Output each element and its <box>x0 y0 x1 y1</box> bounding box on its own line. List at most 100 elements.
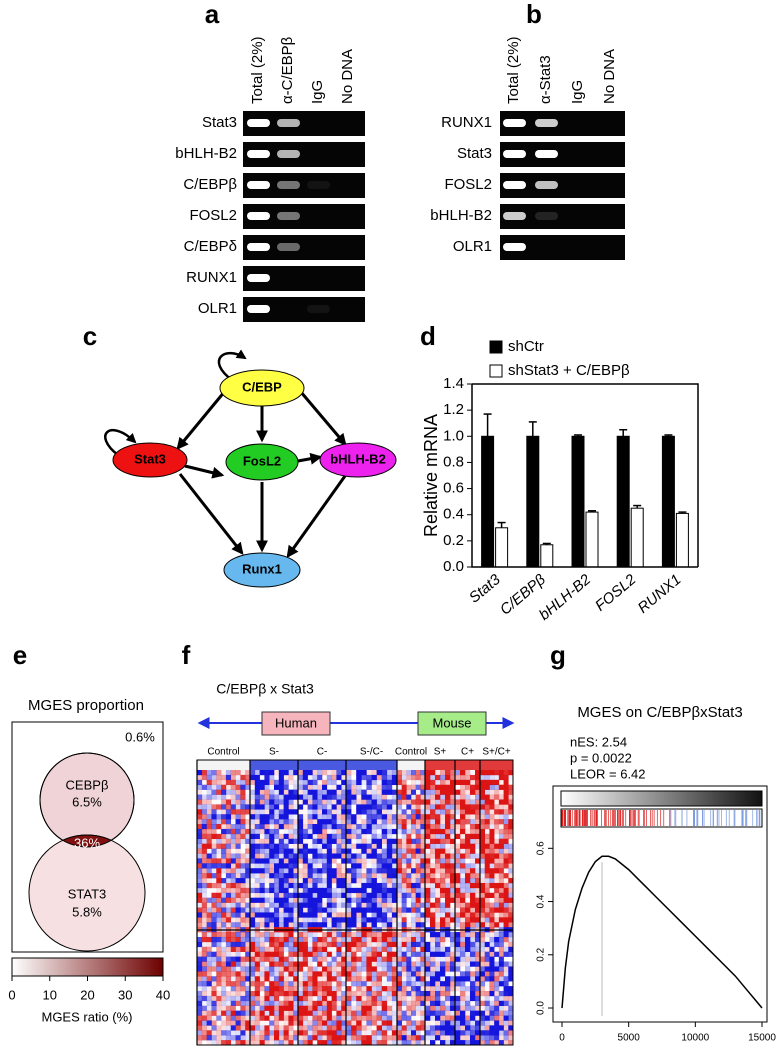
heatmap-cell <box>445 868 450 873</box>
heatmap-cell <box>279 1001 284 1006</box>
heatmap-cell <box>460 868 465 873</box>
heatmap-cell <box>336 947 341 952</box>
heatmap-cell <box>366 804 371 809</box>
heatmap-cell <box>435 908 440 913</box>
heatmap-cell <box>346 991 351 996</box>
heatmap-cell <box>425 868 430 873</box>
heatmap-cell <box>308 809 313 814</box>
heatmap-cell <box>470 942 475 947</box>
heatmap-cell <box>288 888 293 893</box>
heatmap-cell <box>231 814 236 819</box>
heatmap-cell <box>197 986 202 991</box>
heatmap-cell <box>236 922 241 927</box>
heatmap-cell <box>377 888 382 893</box>
heatmap-cell <box>465 809 470 814</box>
heatmap-cell <box>397 839 402 844</box>
heatmap-cell <box>351 957 356 962</box>
heatmap-cell <box>445 1030 450 1035</box>
heatmap-cell <box>317 790 322 795</box>
heatmap-cell <box>221 996 226 1001</box>
heatmap-cell <box>260 770 265 775</box>
heatmap-cell <box>425 1016 430 1021</box>
heatmap-cell <box>377 957 382 962</box>
heatmap-cell <box>332 962 337 967</box>
heatmap-cell <box>499 898 504 903</box>
heatmap-cell <box>216 819 221 824</box>
heatmap-cell <box>361 819 366 824</box>
heatmap-cell <box>336 903 341 908</box>
heatmap-cell <box>366 1001 371 1006</box>
heatmap-cell <box>416 903 421 908</box>
heatmap-cell <box>430 790 435 795</box>
heatmap-cell <box>406 790 411 795</box>
heatmap-cell <box>440 971 445 976</box>
bar <box>541 545 553 567</box>
heatmap-cell <box>264 981 269 986</box>
heatmap-cell <box>336 829 341 834</box>
heatmap-cell <box>504 1001 509 1006</box>
heatmap-cell <box>455 883 460 888</box>
column-label: S-/C- <box>360 747 383 758</box>
heatmap-cell <box>317 804 322 809</box>
heatmap-cell <box>207 858 212 863</box>
heatmap-cell <box>351 898 356 903</box>
heatmap-cell <box>445 834 450 839</box>
heatmap-cell <box>397 1035 402 1040</box>
heatmap-cell <box>211 898 216 903</box>
heatmap-cell <box>397 873 402 878</box>
heatmap-cell <box>494 819 499 824</box>
heatmap-cell <box>372 853 377 858</box>
heatmap-cell <box>470 829 475 834</box>
heatmap-cell <box>402 858 407 863</box>
heatmap-cell <box>416 858 421 863</box>
heatmap-cell <box>372 873 377 878</box>
heatmap-cell <box>298 1025 303 1030</box>
heatmap-cell <box>402 991 407 996</box>
heatmap-cell <box>406 1011 411 1016</box>
heatmap-cell <box>465 976 470 981</box>
heatmap-cell <box>250 770 255 775</box>
heatmap-cell <box>499 780 504 785</box>
heatmap-cell <box>351 981 356 986</box>
heatmap-cell <box>489 912 494 917</box>
heatmap-cell <box>366 780 371 785</box>
heatmap-cell <box>387 770 392 775</box>
heatmap-cell <box>351 819 356 824</box>
heatmap-cell <box>366 834 371 839</box>
bar <box>496 528 508 567</box>
heatmap-cell <box>216 947 221 952</box>
heatmap-cell <box>494 898 499 903</box>
heatmap-cell <box>430 853 435 858</box>
heatmap-cell <box>425 957 430 962</box>
heatmap-cell <box>288 922 293 927</box>
heatmap-cell <box>435 976 440 981</box>
heatmap-cell <box>480 957 485 962</box>
heatmap-cell <box>397 1001 402 1006</box>
heatmap-cell <box>255 908 260 913</box>
heatmap-cell <box>288 858 293 863</box>
heatmap-cell <box>425 947 430 952</box>
heatmap-cell <box>231 839 236 844</box>
gel-band <box>307 181 330 189</box>
heatmap-cell <box>411 1030 416 1035</box>
heatmap-cell <box>274 849 279 854</box>
heatmap-cell <box>387 912 392 917</box>
heatmap-cell <box>346 775 351 780</box>
heatmap-cell <box>250 844 255 849</box>
heatmap-cell <box>470 839 475 844</box>
heatmap-cell <box>361 962 366 967</box>
heatmap-cell <box>494 981 499 986</box>
heatmap-cell <box>279 932 284 937</box>
heatmap-cell <box>240 770 245 775</box>
heatmap-cell <box>356 834 361 839</box>
heatmap-cell <box>211 986 216 991</box>
heatmap-cell <box>336 868 341 873</box>
heatmap-cell <box>382 819 387 824</box>
heatmap-cell <box>494 849 499 854</box>
heatmap-cell <box>279 1020 284 1025</box>
heatmap-cell <box>197 868 202 873</box>
heatmap-cell <box>226 829 231 834</box>
heatmap-cell <box>332 908 337 913</box>
heatmap-cell <box>494 858 499 863</box>
heatmap-cell <box>298 991 303 996</box>
